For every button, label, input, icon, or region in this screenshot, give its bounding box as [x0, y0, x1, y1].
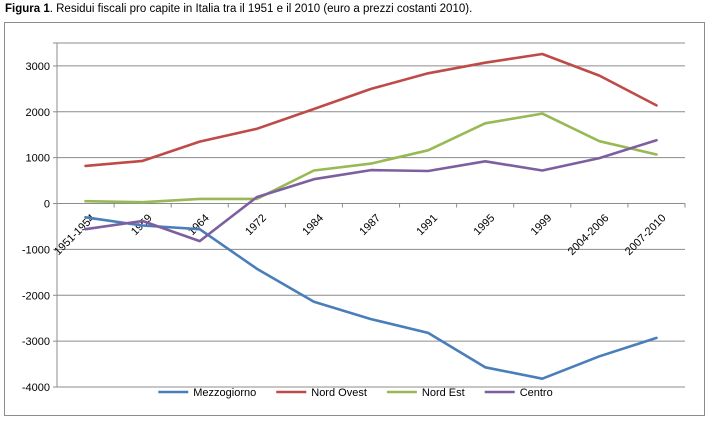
x-tick-label: 1991: [414, 212, 440, 238]
y-tick-label: 0: [44, 199, 50, 211]
legend-label-mezzogiorno: Mezzogiorno: [193, 387, 256, 399]
y-tick-label: -2000: [22, 290, 50, 302]
series-line-centro: [84, 138, 658, 243]
y-tick-label: 3000: [26, 61, 50, 73]
series-line-nord-ovest: [84, 52, 658, 168]
y-tick-label: -4000: [22, 382, 50, 394]
legend: Mezzogiorno Nord Ovest Nord Est Centro: [158, 387, 553, 399]
x-tick-label: 1995: [472, 212, 498, 238]
y-tick-label: -3000: [22, 336, 50, 348]
x-tick-label: 1999: [529, 212, 555, 238]
x-tick-label: 2004-2006: [566, 212, 612, 258]
legend-label-nord-est: Nord Est: [422, 387, 465, 399]
series-line-mezzogiorno: [84, 216, 658, 381]
gridlines: [57, 42, 685, 388]
chart-frame: 3000 2000 1000 0 -1000 -2000 -3000 -4000 1951-1…: [4, 22, 705, 416]
y-tick-label: 2000: [26, 107, 50, 119]
y-tick-label: -1000: [22, 244, 50, 256]
x-tick-label: 1972: [243, 212, 269, 238]
figure-caption-text: . Residui fiscali pro capite in Italia t…: [49, 3, 473, 15]
x-axis-tick-labels: 1951-1954 1959 1964 1972 1984 1987 1991 1995 199…: [52, 212, 669, 258]
x-tick-label: 1987: [357, 212, 383, 238]
figure-label: Figura 1: [5, 3, 50, 15]
axes: [53, 42, 686, 388]
series-lines: [84, 52, 658, 381]
y-tick-label: 1000: [26, 153, 50, 165]
x-tick-label: 2007-2010: [623, 212, 669, 258]
legend-label-centro: Centro: [520, 387, 553, 399]
x-tick-label: 1984: [300, 212, 326, 238]
y-axis-tick-labels: 3000 2000 1000 0 -1000 -2000 -3000 -4000: [22, 61, 50, 394]
figure-caption: Figura 1. Residui fiscali pro capite in …: [5, 3, 472, 15]
legend-label-nord-ovest: Nord Ovest: [311, 387, 367, 399]
series-line-nord-est: [84, 112, 658, 204]
